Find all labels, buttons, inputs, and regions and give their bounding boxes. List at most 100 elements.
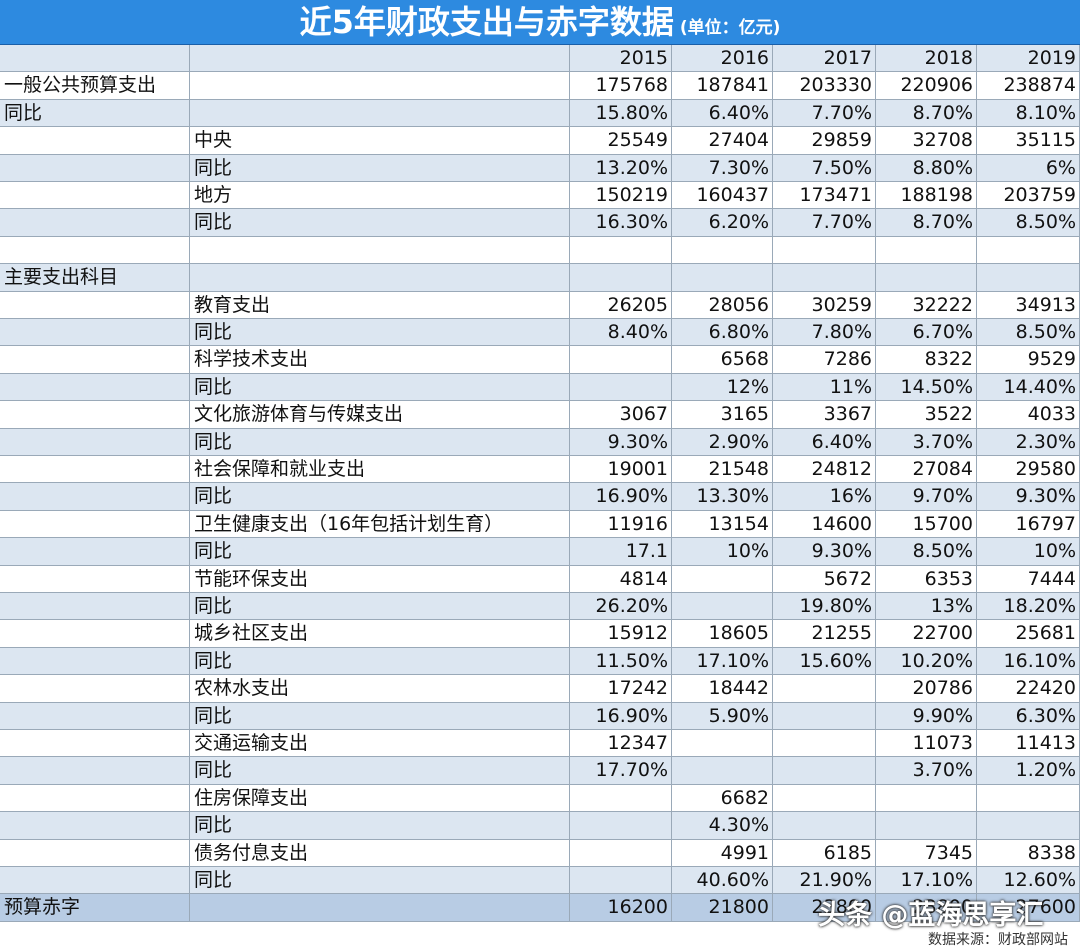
table-cell: 同比 (190, 647, 570, 676)
table-cell: 21800 (672, 894, 773, 922)
table-cell (773, 730, 876, 758)
table-cell (570, 812, 672, 840)
title: 近5年财政支出与赤字数据 (299, 3, 674, 41)
table-cell: 16.90% (570, 483, 672, 511)
table-cell: 150219 (570, 182, 672, 210)
table-row: 文化旅游体育与传媒支出 3067 3165 3367 3522 4033 (0, 401, 1080, 429)
table-cell (0, 675, 190, 703)
table-cell: 21548 (672, 456, 773, 484)
table-cell: 债务付息支出 (190, 839, 570, 867)
table-cell: 同比 (0, 99, 190, 128)
table-cell: 7444 (977, 565, 1080, 593)
table-cell: 9.90% (876, 702, 977, 730)
table-cell (672, 593, 773, 621)
table-cell (876, 264, 977, 292)
table-cell: 27084 (876, 456, 977, 484)
table-cell (0, 538, 190, 566)
table-row: 主要支出科目 (0, 264, 1080, 292)
table-cell: 6568 (672, 346, 773, 374)
table-row: 交通运输支出 12347 11073 11413 (0, 730, 1080, 758)
table-row: 地方 150219 160437 173471 188198 203759 (0, 182, 1080, 210)
table-row: 城乡社区支出 15912 18605 21255 22700 25681 (0, 620, 1080, 648)
table-cell: 3367 (773, 401, 876, 429)
table-cell: 同比 (190, 319, 570, 347)
table-cell: 32222 (876, 291, 977, 319)
table-row: 同比 17.70% 3.70% 1.20% (0, 757, 1080, 785)
table-cell: 11.50% (570, 647, 672, 676)
table-cell: 10% (672, 538, 773, 566)
table-row: 社会保障和就业支出 19001 21548 24812 27084 29580 (0, 456, 1080, 484)
table-cell: 8.50% (876, 538, 977, 566)
table-cell: 26205 (570, 291, 672, 319)
table-cell: 卫生健康支出（16年包括计划生育） (190, 510, 570, 539)
table-cell (570, 867, 672, 895)
table-cell: 9.30% (977, 483, 1080, 511)
table-cell: 220906 (876, 72, 977, 100)
watermark: 头条 @蓝海思享汇 (818, 900, 1044, 931)
table-cell (773, 812, 876, 840)
table-cell: 17.1 (570, 538, 672, 566)
table-cell: 节能环保支出 (190, 565, 570, 593)
table-cell (0, 565, 190, 593)
table-cell: 主要支出科目 (0, 264, 190, 292)
table-cell: 2018 (876, 45, 977, 73)
table-cell: 同比 (190, 154, 570, 182)
table-row: 同比 16.30% 6.20% 7.70% 8.70% 8.50% (0, 209, 1080, 237)
table-cell (0, 346, 190, 374)
table-cell: 7.80% (773, 319, 876, 347)
table-cell: 8322 (876, 346, 977, 374)
table-row: 同比 13.20% 7.30% 7.50% 8.80% 6% (0, 154, 1080, 182)
table-cell: 12% (672, 373, 773, 402)
table-row: 同比 26.20% 19.80% 13% 18.20% (0, 593, 1080, 621)
table-cell (0, 209, 190, 237)
table-cell: 29859 (773, 127, 876, 155)
table-cell: 13% (876, 593, 977, 621)
table-cell (773, 264, 876, 292)
table-cell: 19001 (570, 456, 672, 484)
table-cell: 2017 (773, 45, 876, 73)
table-cell: 2.30% (977, 428, 1080, 456)
table-cell: 238874 (977, 72, 1080, 100)
table-row: 同比 4.30% (0, 812, 1080, 840)
table-cell (876, 784, 977, 813)
table-cell: 16.10% (977, 647, 1080, 676)
table-cell: 18.20% (977, 593, 1080, 621)
table-cell: 15700 (876, 510, 977, 539)
table-cell: 城乡社区支出 (190, 620, 570, 648)
table-cell (672, 757, 773, 785)
table-cell: 2015 (570, 45, 672, 73)
table-cell (190, 264, 570, 292)
table-cell: 7345 (876, 839, 977, 867)
table-cell: 交通运输支出 (190, 730, 570, 758)
table-row: 同比 16.90% 13.30% 16% 9.70% 9.30% (0, 483, 1080, 511)
table-row: 住房保障支出 6682 (0, 784, 1080, 813)
table-cell: 同比 (190, 373, 570, 402)
table-cell (0, 593, 190, 621)
table-cell: 3067 (570, 401, 672, 429)
table-cell: 23800 (773, 894, 876, 922)
table-cell: 预算赤字 (0, 894, 190, 922)
table-cell: 农林水支出 (190, 675, 570, 703)
table-cell: 26.20% (570, 593, 672, 621)
unit: (单位：亿元) (679, 18, 781, 38)
table-cell: 6.20% (672, 209, 773, 237)
table-cell: 文化旅游体育与传媒支出 (190, 401, 570, 429)
table-cell: 3.70% (876, 428, 977, 456)
table-cell: 25681 (977, 620, 1080, 648)
table-cell (190, 72, 570, 100)
table-cell (0, 319, 190, 347)
table-cell: 16.30% (570, 209, 672, 237)
table-cell (0, 784, 190, 813)
table-cell: 4991 (672, 839, 773, 867)
table-row: 教育支出 26205 28056 30259 32222 34913 (0, 291, 1080, 319)
table-cell: 16797 (977, 510, 1080, 539)
table-cell: 8.50% (977, 319, 1080, 347)
table-cell (0, 647, 190, 676)
table-cell: 6% (977, 154, 1080, 182)
table-cell (570, 236, 672, 265)
table-cell (0, 401, 190, 429)
table-cell: 22420 (977, 675, 1080, 703)
table-cell: 32708 (876, 127, 977, 155)
table-cell (0, 730, 190, 758)
